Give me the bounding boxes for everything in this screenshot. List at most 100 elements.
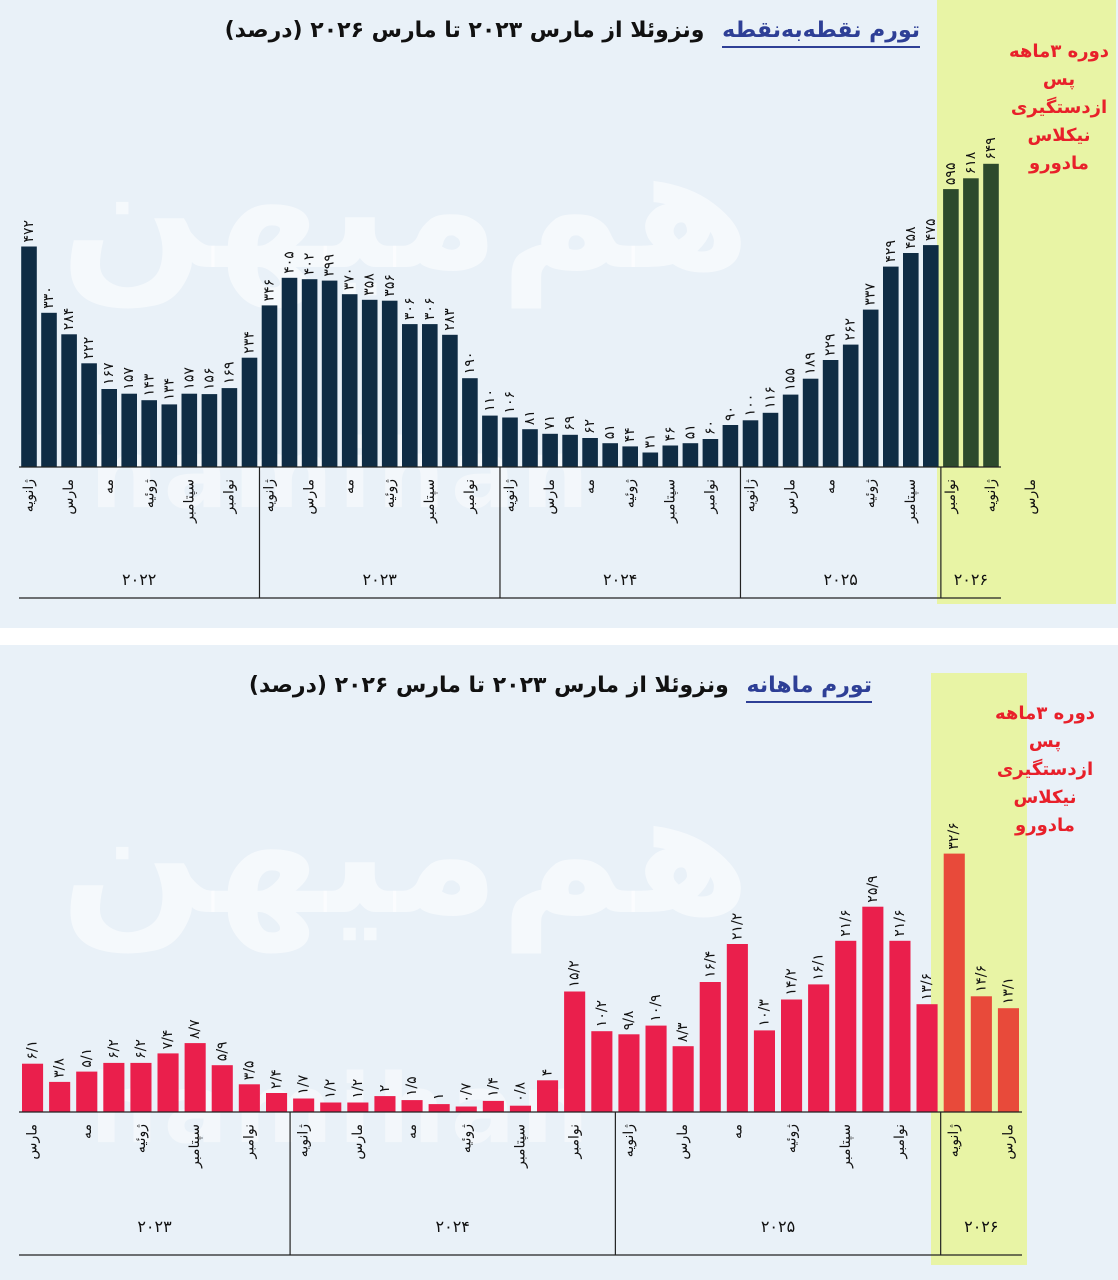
bar xyxy=(238,1084,260,1112)
x-tick-label: مه xyxy=(342,479,358,494)
value-label: ۷/۴ xyxy=(160,1030,176,1050)
bar xyxy=(808,984,830,1112)
value-label: ۰/۸ xyxy=(513,1081,529,1101)
value-label: ۱/۲ xyxy=(350,1079,366,1099)
value-label: ۶۱۸ xyxy=(963,151,979,174)
value-label: ۵/۱ xyxy=(79,1048,95,1068)
chart-title: تورم ماهانه ونزوئلا از مارس ۲۰۲۳ تا مارس… xyxy=(248,673,872,703)
x-tick-label: نوامبر xyxy=(943,479,959,514)
chart-title-main: ونزوئلا از مارس ۲۰۲۳ تا مارس ۲۰۲۶ (درصد) xyxy=(248,673,729,698)
bar xyxy=(943,189,959,467)
bar xyxy=(266,1093,288,1112)
bar xyxy=(422,324,438,467)
bar xyxy=(293,1098,315,1112)
value-label: ۶۹ xyxy=(562,416,578,431)
value-label: ۳/۸ xyxy=(52,1058,68,1078)
x-tick-label: سپتامبر xyxy=(838,1124,854,1169)
x-tick-label: ژوئیه xyxy=(141,479,157,508)
point-to-point-inflation-panel: هم‌میهن hamihan ۴۷۲ ۳۳۰ ۲۸۴ ۲۲۲ ۱۶۷ ۱۵۷ ۱۴۳ ۱۳۴… xyxy=(0,0,1118,628)
bar xyxy=(442,334,458,467)
value-label: ۲/۴ xyxy=(269,1069,285,1089)
x-tick-label: نوامبر xyxy=(702,479,718,514)
bar xyxy=(582,438,598,467)
x-tick-label: سپتامبر xyxy=(187,1124,203,1169)
x-tick-label: ژانویه xyxy=(502,479,518,512)
bar xyxy=(428,1104,450,1112)
year-label: ۲۰۲۳ xyxy=(363,570,398,589)
x-tick-label: مارس xyxy=(302,479,318,515)
bar xyxy=(822,360,839,467)
x-tick-label: مارس xyxy=(542,479,558,515)
value-label: ۲ xyxy=(377,1085,393,1093)
bar xyxy=(381,300,398,467)
value-label: ۳۰۶ xyxy=(402,298,418,321)
value-label: ۱۳/۶ xyxy=(919,973,935,1000)
watermark-fa: هم‌میهن xyxy=(60,755,752,953)
value-label: ۱۳۴ xyxy=(161,378,177,401)
value-label: ۳/۵ xyxy=(241,1061,257,1081)
bar xyxy=(81,363,97,467)
bar xyxy=(862,309,879,467)
bar xyxy=(662,445,679,467)
value-label: ۱/۷ xyxy=(296,1074,312,1094)
value-label: ۲۸۴ xyxy=(61,308,77,331)
x-tick-label: نوامبر xyxy=(462,479,478,514)
bar xyxy=(722,425,739,467)
bar xyxy=(462,378,478,467)
bar xyxy=(130,1062,152,1112)
bar xyxy=(883,266,899,467)
bar xyxy=(341,294,358,467)
value-label: ۱۰۰ xyxy=(743,394,759,417)
bar xyxy=(699,982,721,1112)
bar xyxy=(642,452,659,467)
bar xyxy=(602,443,618,467)
bar xyxy=(181,393,198,467)
x-tick-label: مارس xyxy=(675,1124,691,1160)
x-tick-label: ژوئیه xyxy=(133,1124,149,1153)
bar xyxy=(401,1100,423,1112)
bar xyxy=(762,412,779,467)
value-label: ۹۰ xyxy=(722,406,738,421)
value-label: ۸۱ xyxy=(522,410,538,425)
bar xyxy=(374,1096,396,1112)
bar xyxy=(682,443,699,467)
year-label: ۲۰۲۴ xyxy=(436,1217,470,1236)
bar xyxy=(22,1063,44,1112)
value-label: ۲۱/۶ xyxy=(838,910,854,937)
bar xyxy=(781,999,803,1112)
bar xyxy=(842,344,859,467)
value-label: ۱۵۶ xyxy=(201,368,217,391)
x-tick-label: مارس xyxy=(783,479,799,515)
bar xyxy=(782,394,799,467)
value-label: ۱۵۵ xyxy=(783,368,799,391)
bar xyxy=(157,1053,179,1112)
x-tick-label: سپتامبر xyxy=(662,479,678,524)
value-label: ۲۳۴ xyxy=(242,331,258,354)
value-label: ۰/۷ xyxy=(458,1082,474,1102)
value-label: ۶/۲ xyxy=(133,1039,149,1059)
value-label: ۱/۵ xyxy=(404,1076,420,1096)
bar xyxy=(970,996,992,1112)
chart-title-accent: تورم ماهانه xyxy=(746,673,872,703)
bar xyxy=(509,1105,531,1112)
x-tick-label: مه xyxy=(582,479,598,494)
year-label: ۲۰۲۲ xyxy=(122,570,156,589)
x-tick-label: سپتامبر xyxy=(903,479,919,524)
value-label: ۳۳۷ xyxy=(863,283,879,306)
x-tick-label: مه xyxy=(823,479,839,494)
x-tick-label: ژوئیه xyxy=(458,1124,474,1153)
value-label: ۴۴ xyxy=(622,427,638,442)
bar xyxy=(482,415,498,467)
value-label: ۳۵۸ xyxy=(362,273,378,296)
value-label: ۴۷۵ xyxy=(923,219,939,242)
value-label: ۱۶۷ xyxy=(101,362,117,385)
value-label: ۶/۲ xyxy=(106,1039,122,1059)
x-tick-label: مه xyxy=(79,1124,95,1139)
value-label: ۱۰۶ xyxy=(502,391,518,414)
value-label: ۱۴/۲ xyxy=(784,968,800,995)
value-label: ۱۰/۹ xyxy=(648,994,664,1021)
value-label: ۳۴۶ xyxy=(262,279,278,302)
year-label: ۲۰۲۵ xyxy=(824,570,858,589)
x-tick-label: ژوئیه xyxy=(622,479,638,508)
bar xyxy=(320,1102,342,1112)
